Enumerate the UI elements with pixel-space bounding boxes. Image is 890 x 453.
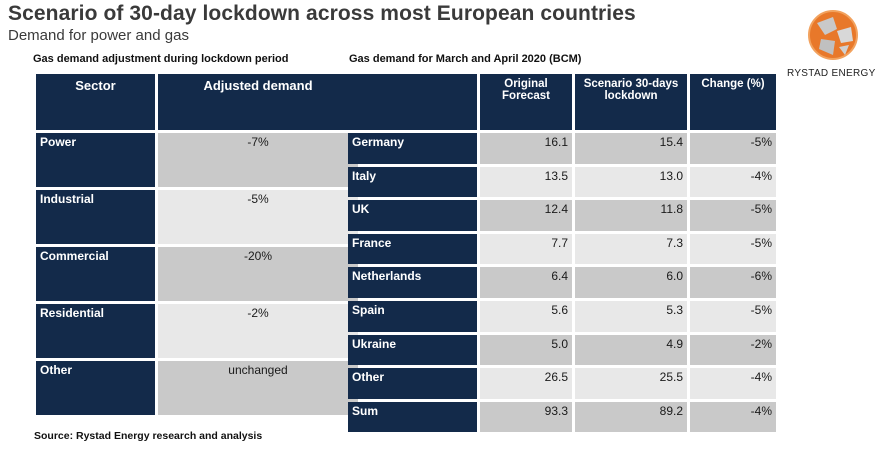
change-value: -2%: [690, 334, 776, 366]
rystad-logo-icon: [808, 10, 858, 60]
original-forecast-value: 5.0: [480, 334, 572, 366]
column-header-original-forecast: Original Forecast: [480, 74, 572, 130]
table-row: UK 12.4 11.8 -5%: [348, 200, 776, 231]
change-value: -5%: [690, 233, 776, 265]
right-section-heading: Gas demand for March and April 2020 (BCM…: [349, 53, 582, 65]
scenario-value: 5.3: [575, 300, 687, 332]
original-forecast-value: 5.6: [480, 300, 572, 332]
table-row: Spain 5.6 5.3 -5%: [348, 300, 776, 332]
country-label: Ukraine: [348, 334, 477, 366]
original-forecast-value: 16.1: [480, 133, 572, 164]
country-label: Netherlands: [348, 267, 477, 298]
sector-label: Industrial: [36, 190, 155, 244]
table-row: Netherlands 6.4 6.0 -6%: [348, 267, 776, 298]
left-section-heading: Gas demand adjustment during lockdown pe…: [33, 53, 289, 65]
adjusted-demand-value: -20%: [158, 247, 358, 301]
sector-label: Other: [36, 361, 155, 415]
change-value: -5%: [690, 300, 776, 332]
scenario-value: 13.0: [575, 166, 687, 198]
scenario-value: 15.4: [575, 133, 687, 164]
logo-text: RYSTAD ENERGY: [787, 68, 876, 79]
table-row: Germany 16.1 15.4 -5%: [348, 133, 776, 164]
original-forecast-value: 93.3: [480, 401, 572, 433]
table-row: Other 26.5 25.5 -4%: [348, 368, 776, 399]
country-label: Spain: [348, 300, 477, 332]
scenario-value: 25.5: [575, 368, 687, 399]
table-row: Commercial -20%: [36, 247, 358, 301]
change-value: -4%: [690, 401, 776, 433]
scenario-label: Scenario 30-days lockdown: [583, 78, 679, 102]
adjusted-demand-value: -2%: [158, 304, 358, 358]
original-forecast-value: 6.4: [480, 267, 572, 298]
page-subtitle: Demand for power and gas: [8, 27, 189, 44]
table-row: Ukraine 5.0 4.9 -2%: [348, 334, 776, 366]
column-header-country: [348, 74, 477, 130]
sector-label: Residential: [36, 304, 155, 358]
country-label: Sum: [348, 401, 477, 433]
table-row: Italy 13.5 13.0 -4%: [348, 166, 776, 198]
original-forecast-value: 13.5: [480, 166, 572, 198]
table-row: Other unchanged: [36, 361, 358, 415]
adjusted-demand-value: -5%: [158, 190, 358, 244]
column-header-sector: Sector: [36, 74, 155, 130]
change-value: -5%: [690, 200, 776, 231]
sector-label: Commercial: [36, 247, 155, 301]
column-header-scenario: Scenario 30-days lockdown: [575, 74, 687, 130]
country-gas-demand-table: Original Forecast Scenario 30-days lockd…: [345, 71, 779, 435]
change-value: -6%: [690, 267, 776, 298]
original-forecast-value: 7.7: [480, 233, 572, 265]
country-label: Italy: [348, 166, 477, 198]
table-row: France 7.7 7.3 -5%: [348, 233, 776, 265]
adjusted-demand-value: -7%: [158, 133, 358, 187]
original-forecast-label: Original Forecast: [502, 78, 550, 102]
scenario-value: 89.2: [575, 401, 687, 433]
column-header-adjusted-demand: Adjusted demand: [158, 74, 358, 130]
scenario-value: 4.9: [575, 334, 687, 366]
change-value: -4%: [690, 368, 776, 399]
original-forecast-value: 12.4: [480, 200, 572, 231]
country-label: UK: [348, 200, 477, 231]
scenario-value: 11.8: [575, 200, 687, 231]
country-label: Other: [348, 368, 477, 399]
adjusted-demand-value: unchanged: [158, 361, 358, 415]
scenario-value: 7.3: [575, 233, 687, 265]
page-title: Scenario of 30-day lockdown across most …: [8, 2, 636, 25]
sector-label: Power: [36, 133, 155, 187]
scenario-value: 6.0: [575, 267, 687, 298]
table-row: Power -7%: [36, 133, 358, 187]
country-label: Germany: [348, 133, 477, 164]
source-note: Source: Rystad Energy research and analy…: [34, 430, 263, 442]
change-value: -5%: [690, 133, 776, 164]
change-value: -4%: [690, 166, 776, 198]
table-row: Industrial -5%: [36, 190, 358, 244]
country-label: France: [348, 233, 477, 265]
original-forecast-value: 26.5: [480, 368, 572, 399]
sector-demand-table: Sector Adjusted demand Power -7% Industr…: [33, 71, 361, 418]
table-row: Sum 93.3 89.2 -4%: [348, 401, 776, 433]
table-row: Residential -2%: [36, 304, 358, 358]
column-header-change: Change (%): [690, 74, 776, 130]
